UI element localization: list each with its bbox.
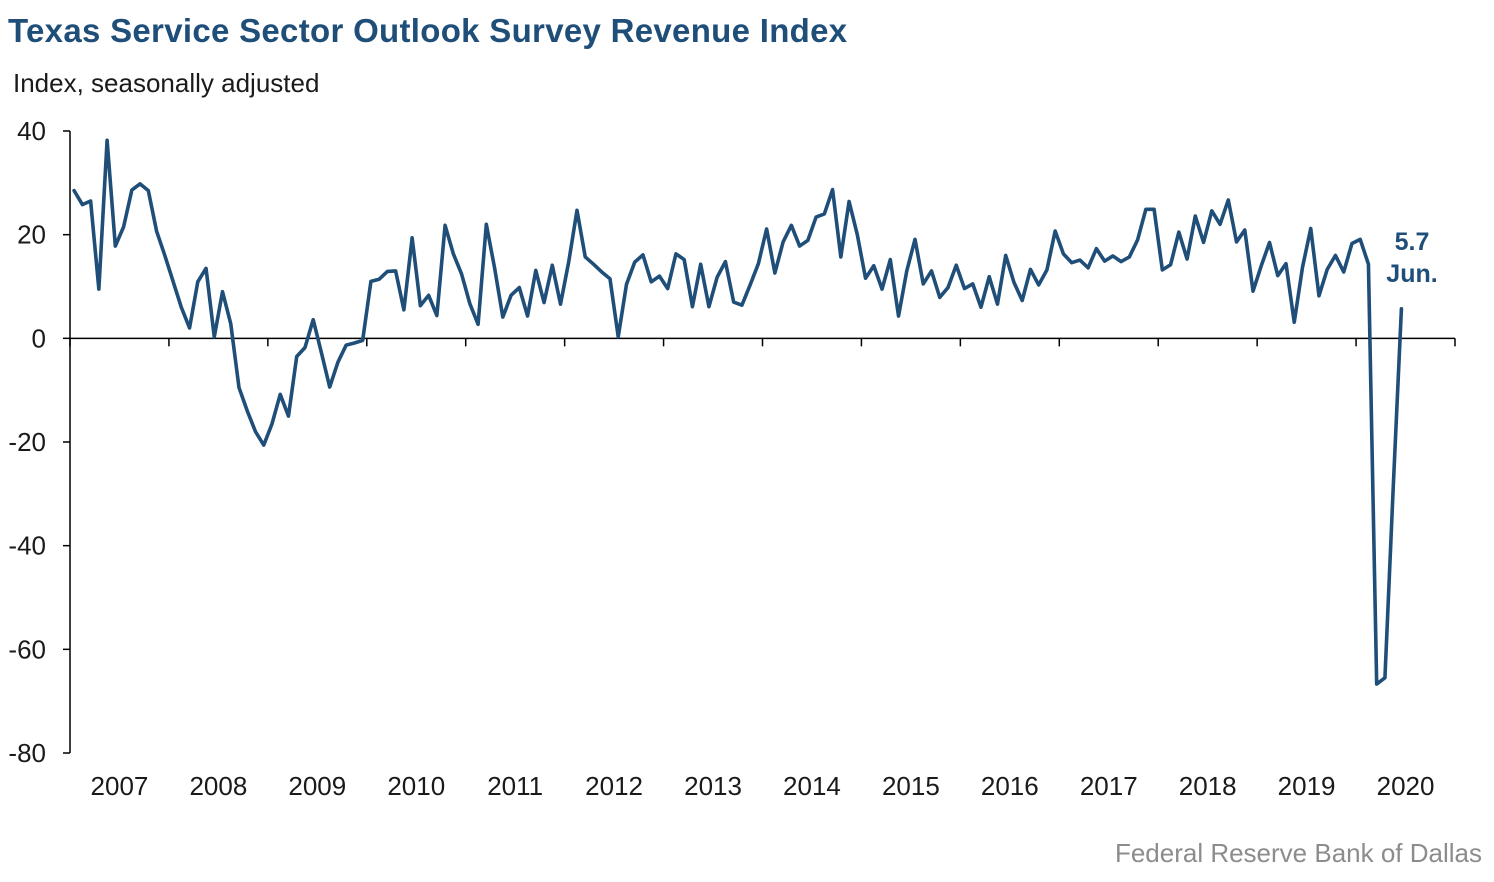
x-tick-label: 2009: [288, 771, 346, 801]
x-tick-label: 2020: [1377, 771, 1435, 801]
x-tick-label: 2016: [981, 771, 1039, 801]
y-tick-label: 0: [32, 323, 46, 353]
chart-title: Texas Service Sector Outlook Survey Reve…: [8, 12, 848, 49]
x-tick-label: 2013: [684, 771, 742, 801]
y-tick-label: -40: [8, 531, 46, 561]
x-tick-label: 2018: [1179, 771, 1237, 801]
y-tick-label: 40: [17, 116, 46, 146]
x-tick-label: 2011: [487, 771, 543, 801]
x-tick-label: 2019: [1278, 771, 1336, 801]
latest-month-label: Jun.: [1386, 260, 1437, 288]
y-tick-label: -60: [8, 634, 46, 664]
y-tick-label: 20: [17, 220, 46, 250]
x-tick-label: 2010: [387, 771, 445, 801]
x-tick-label: 2017: [1080, 771, 1138, 801]
y-tick-label: -20: [8, 427, 46, 457]
x-tick-label: 2014: [783, 771, 841, 801]
x-tick-label: 2007: [91, 771, 149, 801]
x-tick-label: 2008: [189, 771, 247, 801]
latest-value-label: 5.7: [1395, 228, 1430, 256]
x-tick-label: 2012: [585, 771, 643, 801]
y-tick-label: -80: [8, 738, 46, 768]
source-note: Federal Reserve Bank of Dallas: [1114, 838, 1482, 868]
series-line: [72, 138, 1404, 686]
y-axis-label: Index, seasonally adjusted: [13, 68, 320, 98]
x-tick-label: 2015: [882, 771, 940, 801]
